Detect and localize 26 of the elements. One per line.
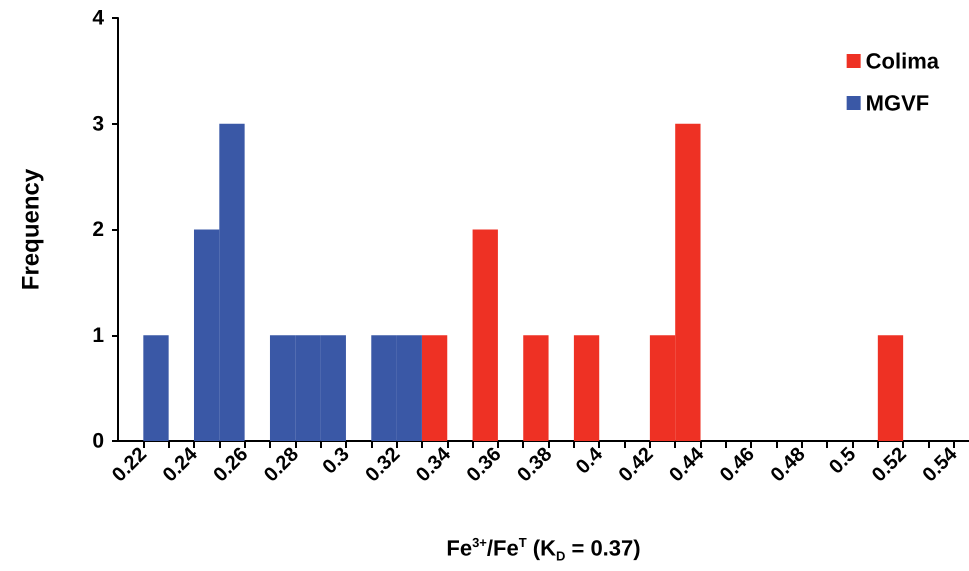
legend-label: Colima [866, 48, 940, 74]
y-axis-title: Frequency [18, 168, 44, 290]
x-tick-label: 0.32 [361, 443, 404, 486]
x-tick-label: 0.48 [766, 443, 810, 486]
x-axis-title: Fe$^{3+}$/Fe$^{T}$ (K$_{D}$ = 0.37) [445, 535, 642, 564]
x-tick-label: 0.44 [665, 443, 708, 486]
x-tick-label: 0.4 [572, 443, 607, 478]
x-tick-label: 0.46 [716, 443, 759, 486]
x-tick-label: 0.38 [513, 443, 556, 486]
y-tick-label: 2 [92, 218, 104, 241]
x-tick-label: 0.36 [462, 443, 506, 486]
x-tick-label: 0.42 [614, 443, 658, 486]
x-tick-label: 0.5 [825, 443, 860, 478]
legend-label: MGVF [866, 90, 930, 116]
x-tick-label: 0.26 [209, 443, 252, 486]
y-tick-label: 3 [92, 112, 104, 136]
x-tick-label: 0.54 [918, 443, 962, 486]
x-tick-label: 0.52 [868, 443, 911, 486]
y-tick-label: 4 [92, 6, 104, 30]
y-tick-label: 0 [92, 430, 104, 452]
x-tick-label: 0.22 [108, 443, 152, 486]
y-tick-label: 1 [92, 324, 104, 347]
x-tick-label: 0.28 [260, 443, 304, 486]
x-tick-label: 0.24 [158, 443, 202, 486]
x-tick-label: 0.3 [318, 443, 354, 478]
x-tick-label: 0.34 [412, 443, 456, 486]
